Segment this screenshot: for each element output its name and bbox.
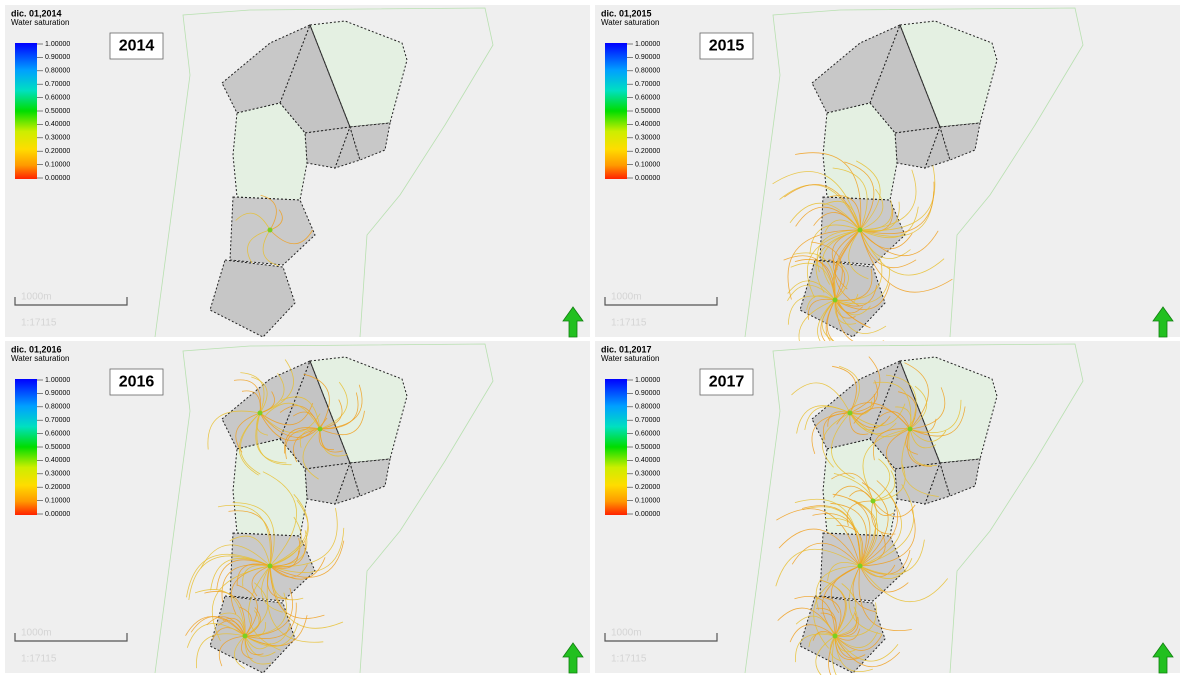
legend-title: Water saturation bbox=[11, 354, 69, 363]
legend-tick-label: 0.00000 bbox=[45, 511, 70, 518]
legend-tick-label: 1.00000 bbox=[635, 41, 660, 48]
legend-tick-label: 0.60000 bbox=[45, 94, 70, 101]
legend-tick-label: 1.00000 bbox=[635, 377, 660, 384]
scale-ratio: 1:17115 bbox=[21, 318, 57, 329]
well bbox=[243, 634, 248, 639]
legend-tick-label: 1.00000 bbox=[45, 41, 70, 48]
legend-tick-label: 0.10000 bbox=[635, 161, 660, 168]
legend-tick-label: 0.30000 bbox=[45, 135, 70, 142]
panel: dic. 01,2014Water saturation 1.00000 0.900… bbox=[5, 5, 590, 337]
legend-tick-label: 0.50000 bbox=[45, 444, 70, 451]
legend-tick-label: 0.60000 bbox=[635, 430, 660, 437]
well bbox=[258, 411, 263, 416]
legend-tick-label: 0.50000 bbox=[635, 444, 660, 451]
well bbox=[318, 427, 323, 432]
legend-tick-label: 0.40000 bbox=[45, 121, 70, 128]
legend-tick-label: 0.40000 bbox=[45, 457, 70, 464]
legend-title: Water saturation bbox=[601, 354, 659, 363]
legend-colorbar bbox=[605, 43, 627, 179]
legend-tick-label: 0.80000 bbox=[45, 404, 70, 411]
scale-ratio: 1:17115 bbox=[21, 654, 57, 665]
date-label: dic. 01,2015 bbox=[601, 8, 652, 18]
legend-tick-label: 0.20000 bbox=[45, 148, 70, 155]
year-label: 2016 bbox=[119, 374, 155, 391]
legend-tick-label: 0.80000 bbox=[45, 68, 70, 75]
well bbox=[871, 499, 876, 504]
legend-tick-label: 0.40000 bbox=[635, 457, 660, 464]
legend-tick-label: 0.70000 bbox=[635, 81, 660, 88]
legend-tick-label: 0.20000 bbox=[635, 484, 660, 491]
scale-distance: 1000m bbox=[611, 292, 642, 303]
legend-tick-label: 0.20000 bbox=[635, 148, 660, 155]
legend-tick-label: 0.00000 bbox=[635, 175, 660, 182]
year-label: 2017 bbox=[709, 374, 745, 391]
legend-tick-label: 1.00000 bbox=[45, 377, 70, 384]
well bbox=[833, 634, 838, 639]
legend-tick-label: 0.80000 bbox=[635, 404, 660, 411]
legend-tick-label: 0.00000 bbox=[635, 511, 660, 518]
legend-title: Water saturation bbox=[601, 18, 659, 27]
panel: dic. 01,2017Water saturation 1.00000 0.900… bbox=[595, 341, 1180, 675]
legend-tick-label: 0.10000 bbox=[635, 497, 660, 504]
scale-distance: 1000m bbox=[611, 628, 642, 639]
panel: dic. 01,2015Water saturation1.000000.900… bbox=[595, 5, 1180, 362]
scale-distance: 1000m bbox=[21, 292, 52, 303]
legend-tick-label: 0.70000 bbox=[635, 417, 660, 424]
legend-colorbar bbox=[15, 43, 37, 179]
legend-tick-label: 0.90000 bbox=[635, 390, 660, 397]
legend-tick-label: 0.90000 bbox=[45, 390, 70, 397]
legend-tick-label: 0.50000 bbox=[635, 108, 660, 115]
legend-tick-label: 0.60000 bbox=[635, 94, 660, 101]
legend-title: Water saturation bbox=[11, 18, 69, 27]
date-label: dic. 01,2017 bbox=[601, 344, 652, 354]
legend-tick-label: 0.70000 bbox=[45, 417, 70, 424]
scale-ratio: 1:17115 bbox=[611, 654, 647, 665]
well bbox=[268, 228, 273, 233]
legend-tick-label: 0.50000 bbox=[45, 108, 70, 115]
legend-tick-label: 0.10000 bbox=[45, 497, 70, 504]
well bbox=[858, 564, 863, 569]
year-label: 2014 bbox=[119, 38, 155, 55]
well bbox=[908, 427, 913, 432]
date-label: dic. 01,2016 bbox=[11, 344, 62, 354]
legend-colorbar bbox=[605, 379, 627, 515]
legend-tick-label: 0.30000 bbox=[635, 471, 660, 478]
simulation-grid: dic. 01,2014Water saturation1.000000.900… bbox=[0, 0, 1181, 675]
scale-ratio: 1:17115 bbox=[611, 318, 647, 329]
legend-tick-label: 0.90000 bbox=[635, 54, 660, 61]
year-label: 2015 bbox=[709, 38, 745, 55]
legend-tick-label: 0.00000 bbox=[45, 175, 70, 182]
legend-tick-label: 0.30000 bbox=[635, 135, 660, 142]
legend-tick-label: 0.70000 bbox=[45, 81, 70, 88]
legend-tick-label: 0.90000 bbox=[45, 54, 70, 61]
legend-tick-label: 0.10000 bbox=[45, 161, 70, 168]
legend-colorbar bbox=[15, 379, 37, 515]
legend-tick-label: 0.60000 bbox=[45, 430, 70, 437]
panel: dic. 01,2016Water saturation 1.00000 0.900… bbox=[5, 341, 590, 673]
legend-tick-label: 0.80000 bbox=[635, 68, 660, 75]
legend-tick-label: 0.40000 bbox=[635, 121, 660, 128]
legend-tick-label: 0.20000 bbox=[45, 484, 70, 491]
well bbox=[858, 228, 863, 233]
date-label: dic. 01,2014 bbox=[11, 8, 62, 18]
legend-tick-label: 0.30000 bbox=[45, 471, 70, 478]
well bbox=[268, 564, 273, 569]
well bbox=[833, 298, 838, 303]
scale-distance: 1000m bbox=[21, 628, 52, 639]
